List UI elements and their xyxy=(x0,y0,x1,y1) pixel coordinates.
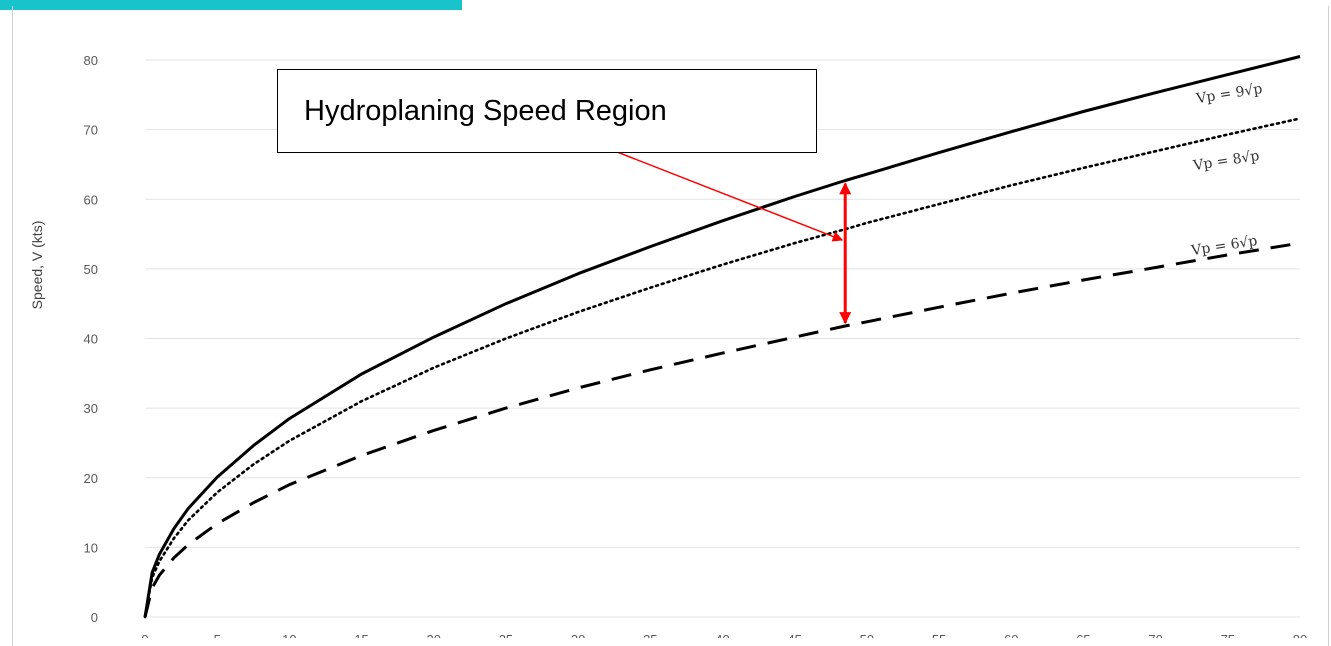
y-tick-label: 0 xyxy=(91,610,98,625)
y-tick-label: 20 xyxy=(84,471,98,486)
x-tick-label: 15 xyxy=(354,632,368,638)
x-tick-label: 50 xyxy=(860,632,874,638)
y-tick-label: 10 xyxy=(84,540,98,555)
x-tick-label: 40 xyxy=(715,632,729,638)
y-tick-label: 40 xyxy=(84,332,98,347)
y-tick-label: 80 xyxy=(84,53,98,68)
annotation-box: Hydroplaning Speed Region xyxy=(277,69,817,153)
x-tick-label: 20 xyxy=(427,632,441,638)
x-tick-label: 35 xyxy=(643,632,657,638)
x-tick-label: 25 xyxy=(499,632,513,638)
x-tick-label: 10 xyxy=(282,632,296,638)
series-label-9: Vp = 9√p xyxy=(1194,81,1263,107)
y-tick-label: 30 xyxy=(84,401,98,416)
x-tick-label: 80 xyxy=(1293,632,1307,638)
series-line-8 xyxy=(143,117,1302,619)
series-line-9 xyxy=(143,55,1301,618)
y-tick-label: 70 xyxy=(84,123,98,138)
y-axis-title: Speed, V (kts) xyxy=(29,221,45,310)
pointer-arrow xyxy=(611,149,844,242)
series-lines xyxy=(143,55,1302,619)
y-axis-ticks: 0 10 20 30 40 50 60 70 80 xyxy=(84,53,98,625)
y-tick-label: 50 xyxy=(84,262,98,277)
series-label-8: Vp = 8√p xyxy=(1191,148,1260,174)
accent-bar xyxy=(0,0,462,10)
series-line-6 xyxy=(143,241,1301,618)
x-tick-label: 30 xyxy=(571,632,585,638)
x-tick-label: 0 xyxy=(141,632,148,638)
x-tick-label: 5 xyxy=(214,632,221,638)
x-axis-ticks: 0 5 10 15 20 25 30 35 40 45 50 55 60 65 70 75 80 xyxy=(141,632,1307,638)
y-tick-label: 60 xyxy=(84,192,98,207)
chart-frame xyxy=(12,6,1329,646)
x-tick-label: 70 xyxy=(1148,632,1162,638)
x-tick-label: 45 xyxy=(787,632,801,638)
series-labels: Vp = 9√pVp = 8√pVp = 6√p xyxy=(1189,81,1263,259)
x-tick-label: 55 xyxy=(932,632,946,638)
annotation-text: Hydroplaning Speed Region xyxy=(304,94,667,127)
x-tick-label: 60 xyxy=(1004,632,1018,638)
annotation-arrows xyxy=(611,149,852,325)
x-tick-label: 65 xyxy=(1076,632,1090,638)
x-tick-label: 75 xyxy=(1221,632,1235,638)
